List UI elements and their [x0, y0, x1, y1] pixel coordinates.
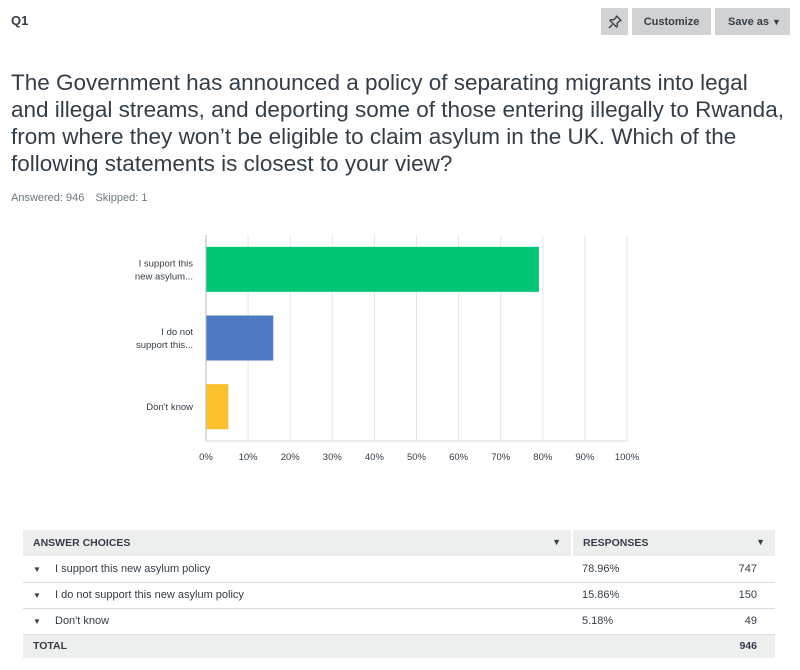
- expand-caret-icon[interactable]: ▼: [33, 617, 41, 626]
- response-meta: Answered: 946 Skipped: 1: [11, 192, 147, 204]
- chart-tick-labels: 0% 10% 20% 30% 40% 50% 60% 70% 80% 90% 100%: [199, 452, 640, 463]
- x-tick-label: 10%: [239, 452, 259, 463]
- answer-cell: ▼ Don't know: [23, 608, 572, 635]
- customize-button[interactable]: Customize: [632, 8, 711, 35]
- sort-caret-icon[interactable]: ▼: [756, 537, 765, 547]
- responses-table: ANSWER CHOICES ▼ RESPONSES ▼ ▼ I support …: [23, 530, 775, 658]
- toolbar: Customize Save as ▼: [601, 8, 790, 35]
- count-cell: 49: [662, 608, 775, 635]
- x-tick-label: 40%: [365, 452, 385, 463]
- pushpin-icon: [608, 14, 622, 28]
- x-tick-label: 100%: [615, 452, 640, 463]
- category-label: support this...: [136, 340, 193, 351]
- bar-chart: I support this new asylum... I do not suppo…: [135, 235, 640, 463]
- answer-text: Don't know: [55, 615, 110, 627]
- category-label: I do not: [161, 327, 193, 338]
- answer-cell: ▼ I support this new asylum policy: [23, 556, 572, 583]
- table-row: ▼ Don't know 5.18% 49: [23, 608, 775, 635]
- caret-down-icon: ▼: [772, 16, 781, 27]
- answer-cell: ▼ I do not support this new asylum policy: [23, 582, 572, 609]
- x-tick-label: 70%: [491, 452, 511, 463]
- bar[interactable]: [206, 384, 229, 430]
- responses-header-label: RESPONSES: [583, 537, 649, 549]
- x-tick-label: 30%: [323, 452, 343, 463]
- answered-count: Answered: 946: [11, 192, 85, 204]
- table-row: ▼ I support this new asylum policy 78.96%…: [23, 556, 775, 583]
- question-number: Q1: [11, 13, 29, 28]
- total-row: TOTAL 946: [23, 634, 775, 658]
- category-label: I support this: [139, 258, 194, 269]
- percent-cell: 15.86%: [572, 582, 662, 609]
- save-as-label: Save as: [728, 15, 770, 28]
- total-label: TOTAL: [23, 634, 662, 658]
- answer-text: I do not support this new asylum policy: [55, 589, 244, 601]
- percent-cell: 78.96%: [572, 556, 662, 583]
- expand-caret-icon[interactable]: ▼: [33, 591, 41, 600]
- save-as-button[interactable]: Save as ▼: [715, 8, 790, 35]
- category-label: new asylum...: [135, 271, 193, 282]
- x-tick-label: 80%: [533, 452, 553, 463]
- percent-cell: 5.18%: [572, 608, 662, 635]
- chart-bars: [206, 246, 539, 430]
- x-tick-label: 90%: [575, 452, 595, 463]
- question-text: The Government has announced a policy of…: [11, 70, 784, 176]
- expand-caret-icon[interactable]: ▼: [33, 564, 41, 574]
- bar[interactable]: [206, 315, 274, 361]
- category-label: Don't know: [146, 402, 193, 413]
- x-tick-label: 20%: [281, 452, 301, 463]
- count-cell: 150: [662, 582, 775, 609]
- answer-choices-header[interactable]: ANSWER CHOICES ▼: [23, 530, 573, 556]
- x-tick-label: 60%: [449, 452, 469, 463]
- count-cell: 747: [662, 556, 775, 583]
- responses-header[interactable]: RESPONSES ▼: [572, 530, 775, 556]
- answer-choices-header-label: ANSWER CHOICES: [33, 537, 131, 549]
- total-count: 946: [662, 634, 775, 658]
- x-tick-label: 50%: [407, 452, 427, 463]
- bar[interactable]: [206, 246, 539, 292]
- table-row: ▼ I do not support this new asylum policy…: [23, 582, 775, 609]
- pin-button[interactable]: [601, 8, 628, 35]
- skipped-count: Skipped: 1: [95, 192, 148, 204]
- x-tick-label: 0%: [199, 452, 213, 463]
- chart-category-labels: I support this new asylum... I do not suppo…: [135, 258, 193, 413]
- answer-text: I support this new asylum policy: [55, 562, 211, 575]
- sort-caret-icon[interactable]: ▼: [552, 537, 561, 547]
